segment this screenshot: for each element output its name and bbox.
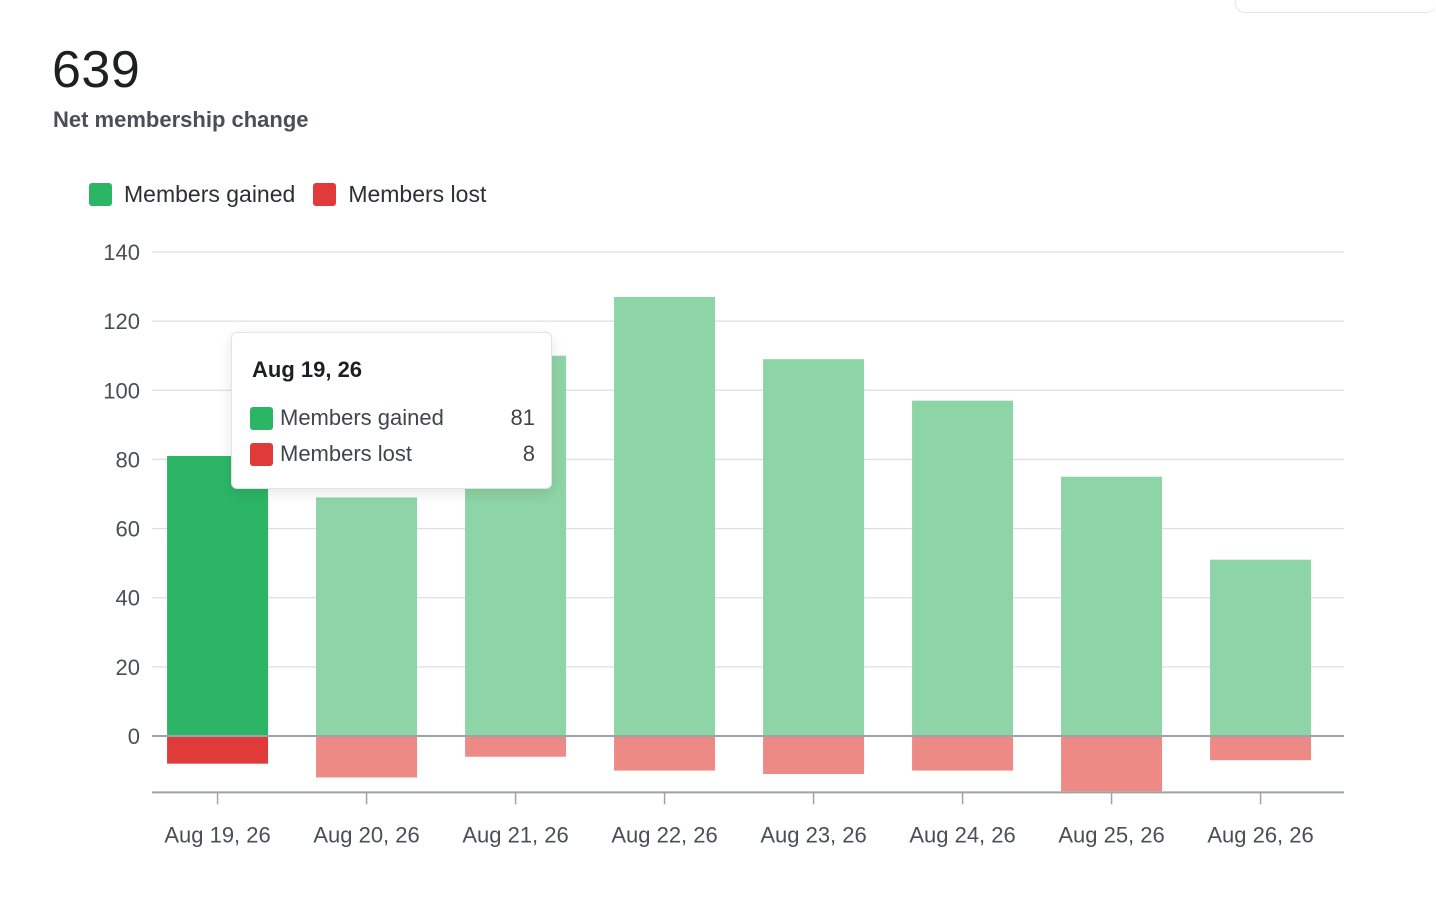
- tooltip-value-lost: 8: [522, 441, 535, 466]
- legend-swatch-lost: [313, 183, 337, 206]
- x-tick-label: Aug 21, 26: [462, 822, 568, 847]
- legend-item-lost[interactable]: Members lost: [313, 181, 486, 208]
- tooltip-row-lost: Members lost 8: [250, 441, 535, 467]
- top-right-control[interactable]: [1235, 0, 1436, 13]
- y-tick-label: 80: [116, 447, 140, 472]
- x-tick-label: Aug 22, 26: [611, 822, 717, 847]
- bar-gained: [1061, 476, 1163, 736]
- bar-lost: [465, 737, 567, 757]
- tooltip-value-gained: 81: [510, 405, 535, 430]
- bar-gained: [763, 359, 865, 736]
- bar-lost: [763, 737, 865, 775]
- y-tick-label: 100: [103, 378, 140, 403]
- bar-gained: [167, 455, 269, 736]
- bar-gained: [1210, 559, 1312, 736]
- x-tick-label: Aug 24, 26: [909, 822, 1015, 847]
- x-tick-label: Aug 26, 26: [1207, 822, 1313, 847]
- net-change-label: Net membership change: [53, 107, 309, 132]
- tooltip-label-gained: Members gained: [280, 405, 444, 430]
- y-tick-label: 60: [116, 517, 140, 542]
- y-tick-label: 20: [116, 655, 140, 680]
- y-tick-label: 40: [116, 586, 140, 611]
- x-tick-label: Aug 23, 26: [760, 822, 866, 847]
- bar-lost: [614, 737, 716, 771]
- y-tick-label: 0: [128, 724, 140, 749]
- tooltip-swatch-lost: [250, 442, 273, 466]
- net-change-value: 639: [52, 41, 141, 99]
- legend-swatch-gained: [89, 183, 112, 206]
- chart-tooltip: Aug 19, 26 Members gained 81 Members los…: [231, 332, 552, 489]
- x-tick-label: Aug 19, 26: [164, 822, 270, 847]
- legend-label-gained: Members gained: [124, 181, 296, 207]
- bar-lost: [316, 737, 418, 778]
- bar-lost: [1210, 737, 1312, 761]
- bar-lost: [912, 737, 1014, 771]
- x-tick-label: Aug 25, 26: [1058, 822, 1164, 847]
- chart-legend: Members gained Members lost: [89, 181, 504, 208]
- tooltip-row-gained: Members gained 81: [250, 405, 535, 431]
- bar-gained: [912, 400, 1014, 736]
- bar-gained: [614, 296, 716, 736]
- tooltip-label-lost: Members lost: [280, 441, 413, 466]
- y-tick-label: 120: [103, 309, 140, 334]
- bar-gained: [316, 497, 418, 736]
- bar-lost: [1061, 737, 1163, 792]
- x-tick-label: Aug 20, 26: [313, 822, 419, 847]
- legend-item-gained[interactable]: Members gained: [89, 181, 295, 208]
- bar-lost: [167, 737, 269, 764]
- tooltip-title: Aug 19, 26: [252, 357, 363, 382]
- y-tick-label: 140: [103, 240, 140, 265]
- legend-label-lost: Members lost: [348, 181, 487, 207]
- tooltip-swatch-gained: [250, 406, 273, 430]
